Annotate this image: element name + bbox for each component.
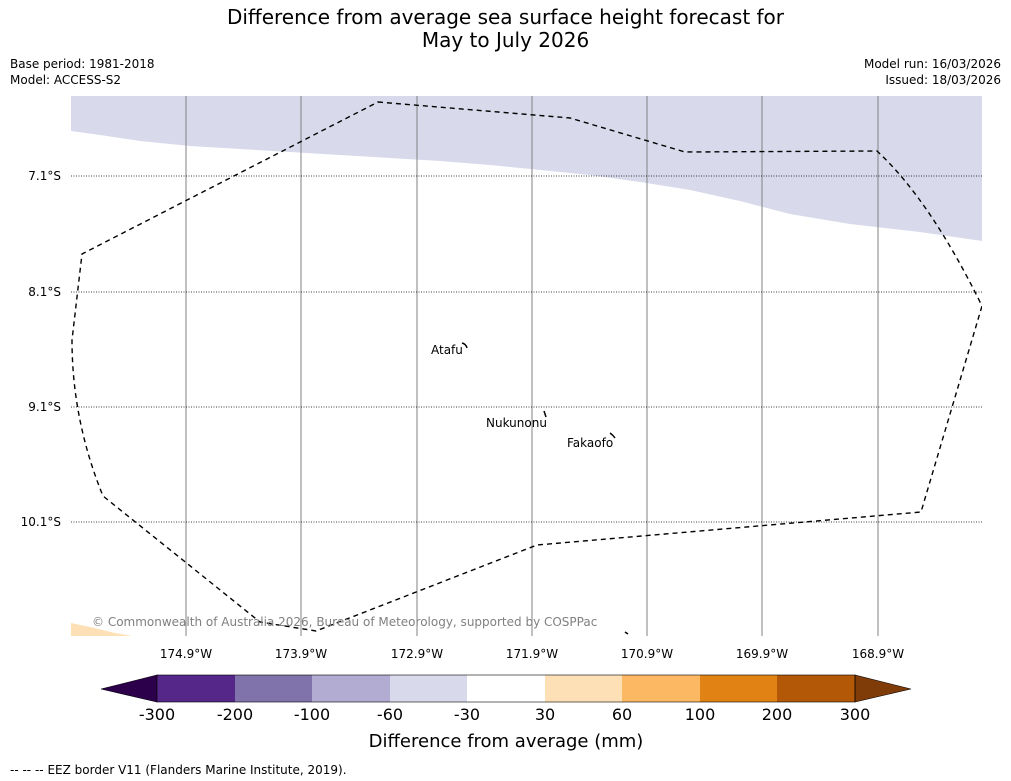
eez-legend-text: -- EEZ border V11 (Flanders Marine Insti… [34, 763, 347, 777]
colorbar-tick-label: 100 [685, 705, 716, 724]
anomaly-region-negative [71, 96, 982, 241]
lat-label: 9.1°S [28, 400, 61, 414]
figure-title: Difference from average sea surface heig… [0, 6, 1011, 52]
colorbar-tick-label: 60 [612, 705, 632, 724]
lat-label: 7.1°S [28, 169, 61, 183]
lon-label: 173.9°W [275, 647, 327, 661]
colorbar-tick-label: -30 [454, 705, 480, 724]
model-info: Base period: 1981-2018 Model: ACCESS-S2 [10, 56, 155, 88]
colorbar-swatch [312, 675, 390, 702]
model-name: Model: ACCESS-S2 [10, 73, 122, 87]
place-label-fakaofo: Fakaofo [567, 436, 613, 450]
atoll-nukunonu-shape [543, 410, 547, 418]
colorbar-swatch [157, 675, 235, 702]
atoll-fakaofo-shape [609, 432, 616, 439]
lon-label: 169.9°W [736, 647, 788, 661]
lon-label: 174.9°W [160, 647, 212, 661]
issued-date: Issued: 18/03/2026 [885, 73, 1001, 87]
colorbar-swatch [777, 675, 855, 702]
colorbar-swatch [390, 675, 467, 702]
colorbar-swatch [622, 675, 700, 702]
latitude-labels: 7.1°S 8.1°S 9.1°S 10.1°S [21, 169, 61, 529]
lon-label: 172.9°W [391, 647, 443, 661]
lat-label: 10.1°S [21, 515, 61, 529]
islet-shape [624, 631, 629, 635]
lat-label: 8.1°S [28, 285, 61, 299]
colorbar-arrow-left [100, 674, 158, 703]
colorbar-title: Difference from average (mm) [369, 731, 644, 752]
base-period: Base period: 1981-2018 [10, 57, 155, 71]
colorbar-swatch [235, 675, 312, 702]
colorbar-swatch [545, 675, 622, 702]
place-label-atafu: Atafu [431, 343, 463, 357]
title-line-2: May to July 2026 [421, 28, 590, 52]
colorbar-ticks: -300 -200 -100 -60 -30 30 60 100 200 300 [139, 705, 870, 724]
title-line-1: Difference from average sea surface heig… [226, 5, 785, 29]
longitude-gridlines [185, 96, 879, 636]
colorbar-tick-label: -60 [377, 705, 403, 724]
colorbar-swatch [467, 675, 545, 702]
colorbar-outline [156, 674, 856, 703]
colorbar-tick-label: 200 [762, 705, 793, 724]
colorbar-tick-label: 30 [535, 705, 555, 724]
map-area: Atafu Nukunonu Fakaofo © Commonwealth of… [71, 96, 982, 636]
lon-label: 171.9°W [506, 647, 558, 661]
lon-label: 168.9°W [852, 647, 904, 661]
eez-border [71, 101, 982, 632]
run-info: Model run: 16/03/2026 Issued: 18/03/2026 [864, 56, 1001, 88]
colorbar: -300 -200 -100 -60 -30 30 60 100 200 300… [100, 674, 912, 752]
colorbar-swatch [700, 675, 777, 702]
copyright-notice: © Commonwealth of Australia 2026, Bureau… [92, 615, 597, 629]
lon-label: 170.9°W [621, 647, 673, 661]
eez-legend-dashes: -- -- [10, 763, 32, 777]
colorbar-tick-label: -100 [294, 705, 330, 724]
place-label-nukunonu: Nukunonu [486, 416, 547, 430]
latitude-gridlines [71, 175, 982, 523]
longitude-labels: 174.9°W 173.9°W 172.9°W 171.9°W 170.9°W … [160, 647, 904, 661]
atoll-atafu-shape [461, 342, 468, 349]
colorbar-tick-label: -300 [139, 705, 175, 724]
colorbar-tick-label: -200 [217, 705, 253, 724]
colorbar-arrow-right [854, 674, 912, 703]
eez-legend-note: -- -- -- EEZ border V11 (Flanders Marine… [10, 763, 347, 777]
anomaly-region-positive [71, 623, 132, 636]
colorbar-tick-label: 300 [840, 705, 871, 724]
model-run-date: Model run: 16/03/2026 [863, 57, 1001, 71]
